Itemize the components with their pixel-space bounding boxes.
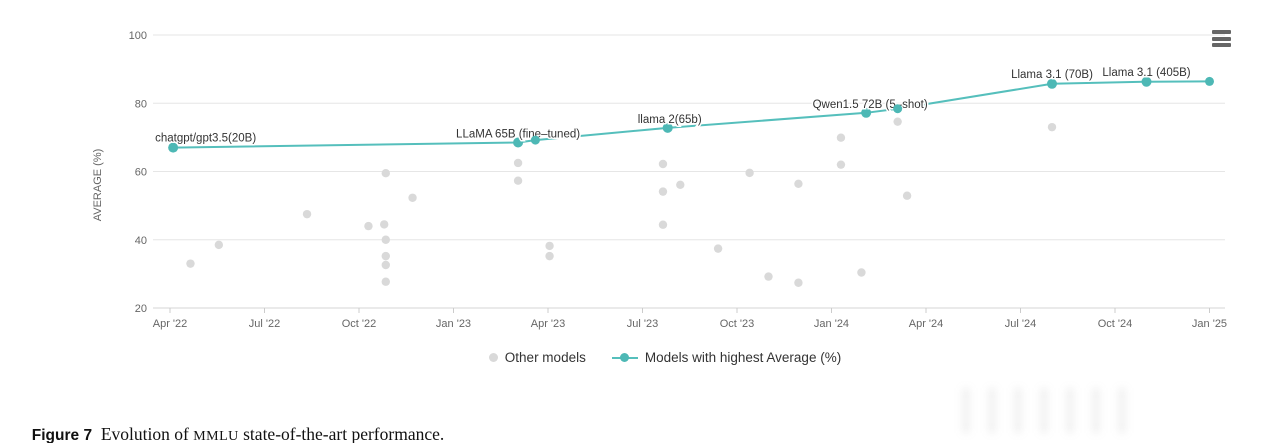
x-tick-label: Jul '22: [249, 318, 280, 330]
line-point[interactable]: [168, 142, 179, 153]
hamburger-menu-icon: [1212, 36, 1231, 41]
legend-label: Other models: [504, 350, 586, 365]
scatter-point[interactable]: [380, 220, 389, 229]
line-point[interactable]: [1047, 78, 1057, 89]
mmlu-sota-chart: 20 40 60 80 100 Apr '22 Jul '22 Oct '22 Jan '23 A…: [92, 30, 1227, 330]
x-tick-label: Jan '25: [1192, 318, 1227, 330]
hamburger-menu-icon: [1212, 43, 1231, 47]
x-tick-label: Oct '24: [1098, 318, 1133, 330]
scatter-point[interactable]: [381, 251, 390, 261]
x-tick-label: Jan '24: [814, 318, 849, 330]
scatter-point[interactable]: [381, 169, 390, 178]
legend-label: Models with highest Average (%): [644, 350, 842, 365]
figure-caption: Figure 7 Evolution of MMLU state-of-the-…: [14, 406, 444, 443]
y-tick-label: 80: [135, 98, 147, 110]
y-tick-label: 60: [135, 167, 147, 179]
line-point[interactable]: [893, 104, 903, 114]
x-tick-label: Apr '23: [531, 318, 566, 330]
scatter-point[interactable]: [513, 176, 523, 185]
y-tick-label: 100: [129, 30, 147, 42]
scatter-point[interactable]: [836, 160, 846, 169]
x-tick-label: Jan '23: [436, 318, 471, 330]
scatter-point[interactable]: [381, 277, 390, 286]
x-tick-label: Jul '24: [1005, 318, 1036, 330]
scatter-point[interactable]: [676, 180, 685, 190]
legend-item-other-models[interactable]: Other models: [488, 350, 586, 365]
scatter-point[interactable]: [764, 272, 773, 281]
caption-text-pre: Evolution of: [92, 424, 194, 443]
line-point[interactable]: [1141, 76, 1152, 87]
scatter-point[interactable]: [545, 251, 554, 261]
scatter-point[interactable]: [513, 158, 523, 168]
scatter-marker-icon: [488, 353, 498, 362]
scatter-point[interactable]: [186, 259, 195, 268]
legend-item-highest-average[interactable]: Models with highest Average (%): [611, 350, 842, 365]
data-point-label: llama 2(65b): [638, 114, 702, 126]
caption-figure-number: Figure 7: [31, 427, 93, 443]
line-point[interactable]: [861, 107, 872, 118]
scatter-point[interactable]: [713, 244, 723, 253]
caption-text-post: state-of-the-art performance.: [238, 424, 445, 443]
scatter-point[interactable]: [836, 133, 846, 142]
scatter-point[interactable]: [381, 235, 390, 244]
scatter-point[interactable]: [794, 278, 803, 287]
scatter-point[interactable]: [658, 187, 668, 196]
data-point-label: chatgpt/gpt3.5(20B): [155, 133, 256, 145]
scatter-point[interactable]: [745, 168, 754, 178]
scatter-point[interactable]: [893, 117, 902, 126]
scatter-point[interactable]: [658, 220, 668, 229]
data-point-label: LLaMA 65B (fine–tuned): [456, 128, 580, 140]
data-point-label: Llama 3.1 (70B): [1011, 69, 1093, 81]
scatter-point[interactable]: [857, 268, 866, 277]
scatter-point[interactable]: [364, 221, 373, 231]
watermark-smudge: [962, 388, 1137, 433]
x-tick-label: Apr '24: [909, 318, 944, 330]
line-point[interactable]: [513, 137, 524, 148]
x-tick-label: Oct '23: [720, 318, 755, 330]
scatter-point[interactable]: [902, 191, 912, 200]
x-tick-label: Jul '23: [627, 318, 658, 330]
scatter-point[interactable]: [545, 241, 554, 251]
scatter-point[interactable]: [1047, 122, 1057, 132]
scatter-point[interactable]: [302, 209, 312, 219]
line-marker-icon: [611, 353, 638, 362]
chart-legend: Other models Models with highest Average…: [30, 350, 1270, 365]
line-point[interactable]: [530, 135, 540, 145]
y-tick-label: 40: [135, 235, 147, 247]
chart-menu-button[interactable]: [1212, 30, 1231, 47]
scatter-point[interactable]: [408, 193, 417, 202]
line-point[interactable]: [662, 122, 673, 133]
scatter-point[interactable]: [794, 179, 803, 188]
y-axis-title: AVERAGE (%): [92, 149, 104, 222]
x-tick-label: Apr '22: [153, 318, 188, 330]
x-tick-label: Oct '22: [342, 318, 377, 330]
data-point-label: Llama 3.1 (405B): [1102, 67, 1190, 79]
hamburger-menu-icon: [1212, 30, 1231, 34]
line-point[interactable]: [1205, 76, 1214, 86]
scatter-point[interactable]: [381, 260, 390, 270]
caption-acronym: MMLU: [193, 429, 239, 443]
scatter-point[interactable]: [658, 159, 668, 169]
data-point-label: Qwen1.5 72B (5–shot): [813, 99, 928, 111]
scatter-point[interactable]: [214, 240, 224, 250]
y-tick-label: 20: [135, 303, 147, 315]
